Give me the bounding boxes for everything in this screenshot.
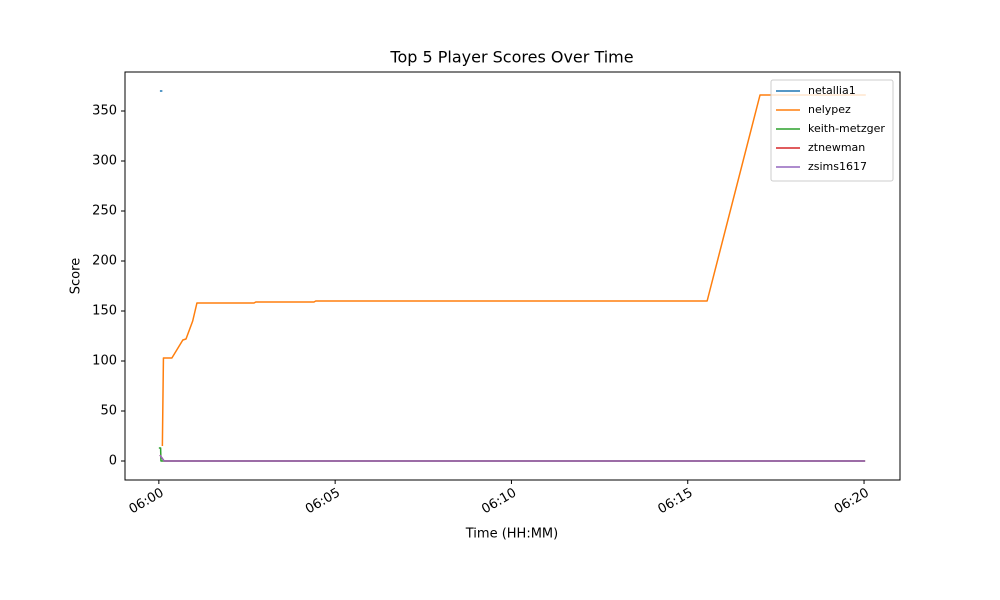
legend-label: nelypez	[808, 103, 851, 116]
y-tick-label: 300	[92, 154, 117, 169]
series-line	[161, 94, 866, 447]
y-tick-label: 0	[109, 454, 117, 469]
series-line	[159, 454, 866, 462]
legend-label: netallia1	[808, 84, 856, 97]
legend-label: keith-metzger	[808, 122, 885, 135]
y-axis-label: Score	[69, 258, 84, 294]
chart-title: Top 5 Player Scores Over Time	[389, 48, 633, 67]
x-axis-label: Time (HH:MM)	[465, 527, 558, 542]
y-tick-label: 50	[100, 404, 117, 419]
y-tick-label: 200	[92, 254, 117, 269]
legend-label: ztnewman	[808, 141, 865, 154]
legend: netallia1 nelypez keith-metzger ztnewman zsi…	[770, 79, 894, 182]
y-tick-label: 250	[92, 204, 117, 219]
plot-area	[158, 90, 866, 462]
y-tick-label: 100	[92, 354, 117, 369]
y-tick-label: 150	[92, 304, 117, 319]
legend-frame	[770, 79, 894, 182]
y-tick-label: 350	[92, 104, 117, 119]
axes-frame	[124, 71, 901, 481]
legend-label: zsims1617	[808, 160, 867, 173]
